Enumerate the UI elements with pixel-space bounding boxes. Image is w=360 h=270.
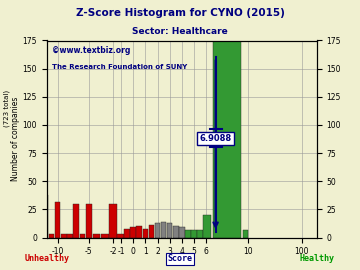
Bar: [161, 222, 166, 238]
Bar: [243, 230, 248, 238]
Bar: [49, 234, 54, 238]
Text: Unhealthy: Unhealthy: [24, 254, 69, 263]
Bar: [93, 234, 100, 238]
Bar: [167, 223, 172, 238]
Bar: [197, 230, 203, 238]
Bar: [143, 229, 148, 238]
Bar: [109, 204, 117, 238]
Bar: [55, 202, 60, 238]
Text: (723 total): (723 total): [4, 89, 10, 127]
Bar: [191, 230, 197, 238]
Bar: [42, 195, 48, 238]
Bar: [67, 234, 73, 238]
Text: ©www.textbiz.org: ©www.textbiz.org: [52, 46, 131, 55]
Bar: [61, 234, 67, 238]
Bar: [124, 229, 130, 238]
Text: The Research Foundation of SUNY: The Research Foundation of SUNY: [52, 64, 188, 70]
Text: Score: Score: [167, 254, 193, 263]
Bar: [73, 204, 79, 238]
Text: Z-Score Histogram for CYNO (2015): Z-Score Histogram for CYNO (2015): [76, 8, 284, 18]
Text: Sector: Healthcare: Sector: Healthcare: [132, 27, 228, 36]
Bar: [185, 230, 191, 238]
Bar: [80, 234, 85, 238]
Bar: [86, 204, 93, 238]
Bar: [101, 234, 109, 238]
Bar: [130, 227, 136, 238]
Bar: [203, 215, 211, 238]
Y-axis label: Number of companies: Number of companies: [11, 97, 20, 181]
Bar: [136, 226, 142, 238]
Text: Healthy: Healthy: [299, 254, 334, 263]
Text: 6.9088: 6.9088: [199, 134, 232, 143]
Bar: [149, 225, 154, 238]
Bar: [173, 226, 179, 238]
Bar: [117, 234, 124, 238]
Bar: [213, 40, 242, 238]
Bar: [179, 227, 185, 238]
Bar: [155, 223, 160, 238]
